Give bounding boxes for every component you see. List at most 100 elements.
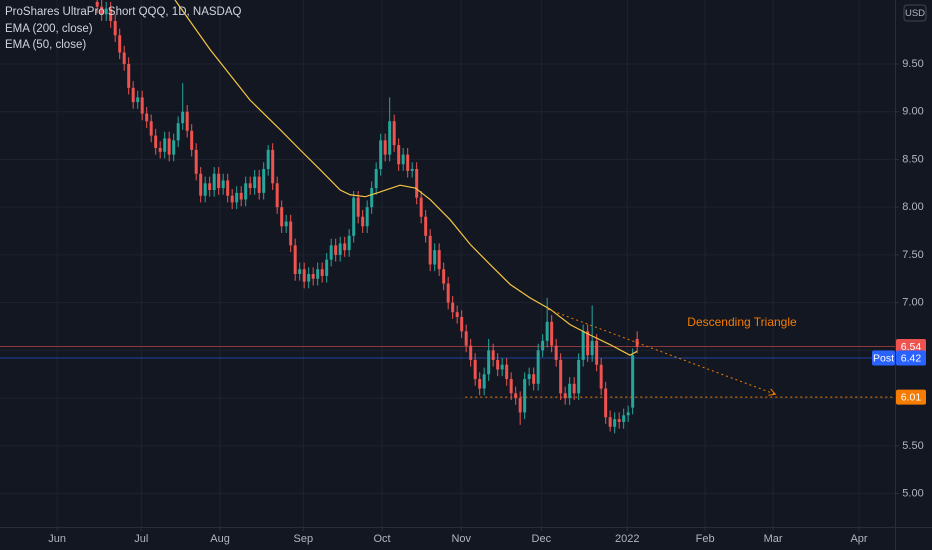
candle-body	[451, 302, 455, 313]
candle-body	[505, 364, 509, 380]
x-tick-label: Nov	[451, 533, 471, 545]
candle-body	[230, 195, 234, 203]
candle-body	[554, 345, 558, 360]
candle-body	[536, 350, 540, 384]
candle-body	[266, 149, 270, 169]
candle-body	[163, 138, 167, 152]
candle-body	[199, 173, 203, 196]
candle-body	[316, 269, 320, 279]
candle-body	[194, 149, 198, 174]
candle-body	[154, 135, 158, 148]
candle-body	[100, 6, 104, 15]
candle-body	[626, 412, 630, 416]
y-tick-label: 8.50	[902, 153, 923, 165]
candle-body	[590, 340, 594, 356]
x-tick-label: Aug	[210, 533, 230, 545]
candle-body	[379, 140, 383, 169]
candle-body	[167, 138, 171, 155]
candle-body	[577, 359, 581, 394]
candle-body	[118, 35, 122, 53]
candle-body	[388, 121, 392, 155]
candle-body	[568, 383, 572, 399]
candle-body	[541, 340, 545, 351]
y-tick-label: 7.00	[902, 297, 923, 309]
price-tag	[896, 339, 926, 355]
candle-body	[509, 379, 513, 394]
candle-body	[532, 374, 536, 384]
candle-body	[343, 243, 347, 251]
candle-body	[617, 419, 621, 422]
candle-body	[239, 192, 243, 200]
y-tick-label: 7.50	[902, 249, 923, 261]
candle-body	[595, 340, 599, 365]
candle-body	[181, 111, 185, 124]
candle-body	[491, 350, 495, 360]
candle-body	[221, 180, 225, 189]
candle-body	[352, 197, 356, 236]
price-tag-label: 6.42	[901, 352, 922, 364]
x-tick-label: 2022	[615, 533, 639, 545]
plot-area	[0, 0, 895, 434]
candle-body	[244, 183, 248, 200]
x-tick-label: Mar	[764, 533, 783, 545]
candle-body	[437, 250, 441, 270]
candle-body	[401, 154, 405, 165]
candle-body	[235, 192, 239, 203]
candle-body	[226, 180, 230, 196]
candle-body	[464, 331, 468, 346]
candle-body	[190, 130, 194, 150]
candle-body	[581, 331, 585, 360]
price-tag	[896, 350, 926, 366]
trendline-arrow	[768, 388, 777, 396]
candle-body	[572, 383, 576, 394]
y-tick-label: 5.50	[902, 440, 923, 452]
candle-body	[347, 235, 351, 251]
candle-body	[428, 235, 432, 265]
candle-body	[95, 1, 99, 7]
price-tag-label: 6.01	[901, 391, 922, 403]
currency-label[interactable]: USD	[905, 8, 925, 19]
currency-button[interactable]	[903, 4, 927, 22]
candle-body	[374, 168, 378, 189]
y-tick-label: 8.00	[902, 201, 923, 213]
y-tick-label: 9.00	[902, 106, 923, 118]
candle-body	[158, 147, 162, 152]
indicator-label: EMA (200, close)	[5, 23, 93, 35]
candle-body	[410, 168, 414, 171]
candle-body	[370, 188, 374, 208]
price-tag-name: Post	[873, 352, 894, 364]
candle-body	[442, 269, 446, 284]
candle-body	[203, 183, 207, 196]
x-tick-label: Feb	[696, 533, 715, 545]
candle-body	[248, 183, 252, 189]
candle-body	[478, 379, 482, 389]
candle-body	[523, 379, 527, 413]
candle-body	[172, 140, 176, 155]
candle-body	[145, 113, 149, 122]
candle-body	[284, 221, 288, 227]
candle-body	[104, 8, 108, 15]
candle-body	[149, 121, 153, 136]
ema-line	[174, 0, 638, 356]
candle-body	[113, 21, 117, 36]
candle-body	[131, 87, 135, 103]
candle-body	[622, 415, 626, 422]
candle-body	[365, 207, 369, 227]
candle-body	[136, 97, 140, 103]
candle-body	[613, 419, 617, 427]
candle-body	[208, 183, 212, 190]
candle-body	[559, 359, 563, 394]
candle-body	[460, 316, 464, 332]
candle-body	[361, 216, 365, 227]
annotation: Descending Triangle	[687, 315, 797, 329]
candle-body	[563, 393, 567, 399]
candle-body	[289, 221, 293, 246]
candle-body	[320, 269, 324, 276]
candle-body	[298, 269, 302, 275]
x-tick-label: Sep	[293, 533, 313, 545]
candle-body	[122, 52, 126, 64]
y-tick-label: 9.50	[902, 58, 923, 70]
candle-body	[140, 97, 144, 114]
candle-body	[397, 145, 401, 165]
